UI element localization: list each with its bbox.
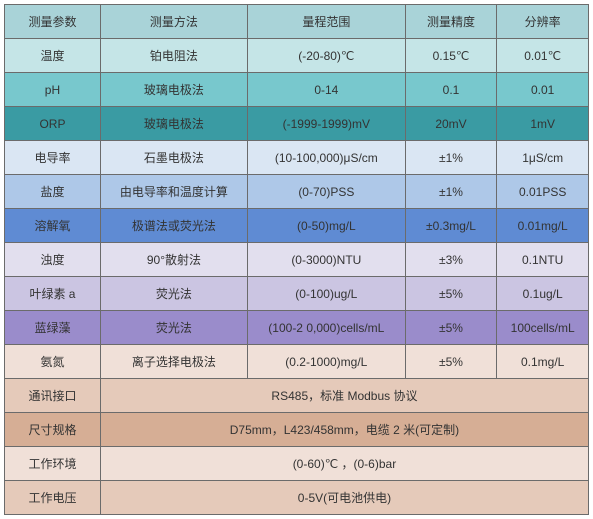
- table-cell: 极谱法或荧光法: [100, 209, 247, 243]
- table-cell: 0.01mg/L: [497, 209, 589, 243]
- table-cell: 溶解氧: [5, 209, 101, 243]
- merged-row-value: RS485，标准 Modbus 协议: [100, 379, 588, 413]
- merged-row-label: 工作环境: [5, 447, 101, 481]
- table-cell: (0.2-1000)mg/L: [247, 345, 405, 379]
- table-cell: 玻璃电极法: [100, 107, 247, 141]
- table-cell: 石墨电极法: [100, 141, 247, 175]
- table-cell: ±1%: [405, 175, 497, 209]
- table-cell: ±3%: [405, 243, 497, 277]
- header-cell: 测量参数: [5, 5, 101, 39]
- header-cell: 量程范围: [247, 5, 405, 39]
- merged-row-value: 0-5V(可电池供电): [100, 481, 588, 515]
- table-cell: 蓝绿藻: [5, 311, 101, 345]
- table-cell: 浊度: [5, 243, 101, 277]
- table-row: 溶解氧极谱法或荧光法(0-50)mg/L±0.3mg/L0.01mg/L: [5, 209, 589, 243]
- table-header-row: 测量参数测量方法量程范围测量精度分辨率: [5, 5, 589, 39]
- table-row: 电导率石墨电极法(10-100,000)μS/cm±1%1μS/cm: [5, 141, 589, 175]
- table-merged-row: 尺寸规格D75mm，L423/458mm，电缆 2 米(可定制): [5, 413, 589, 447]
- header-cell: 分辨率: [497, 5, 589, 39]
- table-cell: ±5%: [405, 345, 497, 379]
- table-cell: 0.15℃: [405, 39, 497, 73]
- table-cell: 荧光法: [100, 277, 247, 311]
- table-cell: (-1999-1999)mV: [247, 107, 405, 141]
- table-row: 盐度由电导率和温度计算(0-70)PSS±1%0.01PSS: [5, 175, 589, 209]
- table-row: 蓝绿藻荧光法(100-2 0,000)cells/mL±5%100cells/m…: [5, 311, 589, 345]
- table-cell: 温度: [5, 39, 101, 73]
- table-cell: ±5%: [405, 311, 497, 345]
- table-row: 氨氮离子选择电极法(0.2-1000)mg/L±5%0.1mg/L: [5, 345, 589, 379]
- table-row: 温度铂电阻法(-20-80)℃0.15℃0.01℃: [5, 39, 589, 73]
- table-cell: 0-14: [247, 73, 405, 107]
- table-cell: (0-50)mg/L: [247, 209, 405, 243]
- table-cell: 90°散射法: [100, 243, 247, 277]
- table-merged-row: 工作环境(0-60)℃ ，(0-6)bar: [5, 447, 589, 481]
- table-cell: 0.1mg/L: [497, 345, 589, 379]
- table-cell: 由电导率和温度计算: [100, 175, 247, 209]
- table-cell: 0.01PSS: [497, 175, 589, 209]
- table-cell: 0.01: [497, 73, 589, 107]
- table-merged-row: 工作电压0-5V(可电池供电): [5, 481, 589, 515]
- table-body: 温度铂电阻法(-20-80)℃0.15℃0.01℃pH玻璃电极法0-140.10…: [5, 39, 589, 515]
- table-cell: 盐度: [5, 175, 101, 209]
- merged-row-value: (0-60)℃ ，(0-6)bar: [100, 447, 588, 481]
- table-cell: 铂电阻法: [100, 39, 247, 73]
- merged-row-value: D75mm，L423/458mm，电缆 2 米(可定制): [100, 413, 588, 447]
- table-cell: (100-2 0,000)cells/mL: [247, 311, 405, 345]
- merged-row-label: 工作电压: [5, 481, 101, 515]
- table-row: ORP玻璃电极法(-1999-1999)mV20mV1mV: [5, 107, 589, 141]
- table-cell: (-20-80)℃: [247, 39, 405, 73]
- table-cell: 叶绿素 a: [5, 277, 101, 311]
- spec-table: 测量参数测量方法量程范围测量精度分辨率 温度铂电阻法(-20-80)℃0.15℃…: [4, 4, 589, 515]
- table-cell: (0-100)ug/L: [247, 277, 405, 311]
- table-cell: 0.01℃: [497, 39, 589, 73]
- table-cell: ±0.3mg/L: [405, 209, 497, 243]
- header-cell: 测量方法: [100, 5, 247, 39]
- table-row: 叶绿素 a荧光法(0-100)ug/L±5%0.1ug/L: [5, 277, 589, 311]
- table-cell: 离子选择电极法: [100, 345, 247, 379]
- merged-row-label: 通讯接口: [5, 379, 101, 413]
- table-cell: (10-100,000)μS/cm: [247, 141, 405, 175]
- table-cell: 0.1NTU: [497, 243, 589, 277]
- table-cell: (0-70)PSS: [247, 175, 405, 209]
- table-cell: 0.1ug/L: [497, 277, 589, 311]
- table-cell: 玻璃电极法: [100, 73, 247, 107]
- table-cell: 1mV: [497, 107, 589, 141]
- table-cell: 氨氮: [5, 345, 101, 379]
- table-cell: 电导率: [5, 141, 101, 175]
- table-cell: 1μS/cm: [497, 141, 589, 175]
- table-cell: 100cells/mL: [497, 311, 589, 345]
- table-cell: ±5%: [405, 277, 497, 311]
- table-cell: pH: [5, 73, 101, 107]
- table-cell: ±1%: [405, 141, 497, 175]
- table-cell: 20mV: [405, 107, 497, 141]
- table-merged-row: 通讯接口RS485，标准 Modbus 协议: [5, 379, 589, 413]
- table-cell: (0-3000)NTU: [247, 243, 405, 277]
- table-cell: ORP: [5, 107, 101, 141]
- table-cell: 0.1: [405, 73, 497, 107]
- table-row: 浊度90°散射法(0-3000)NTU±3%0.1NTU: [5, 243, 589, 277]
- header-cell: 测量精度: [405, 5, 497, 39]
- table-cell: 荧光法: [100, 311, 247, 345]
- merged-row-label: 尺寸规格: [5, 413, 101, 447]
- table-row: pH玻璃电极法0-140.10.01: [5, 73, 589, 107]
